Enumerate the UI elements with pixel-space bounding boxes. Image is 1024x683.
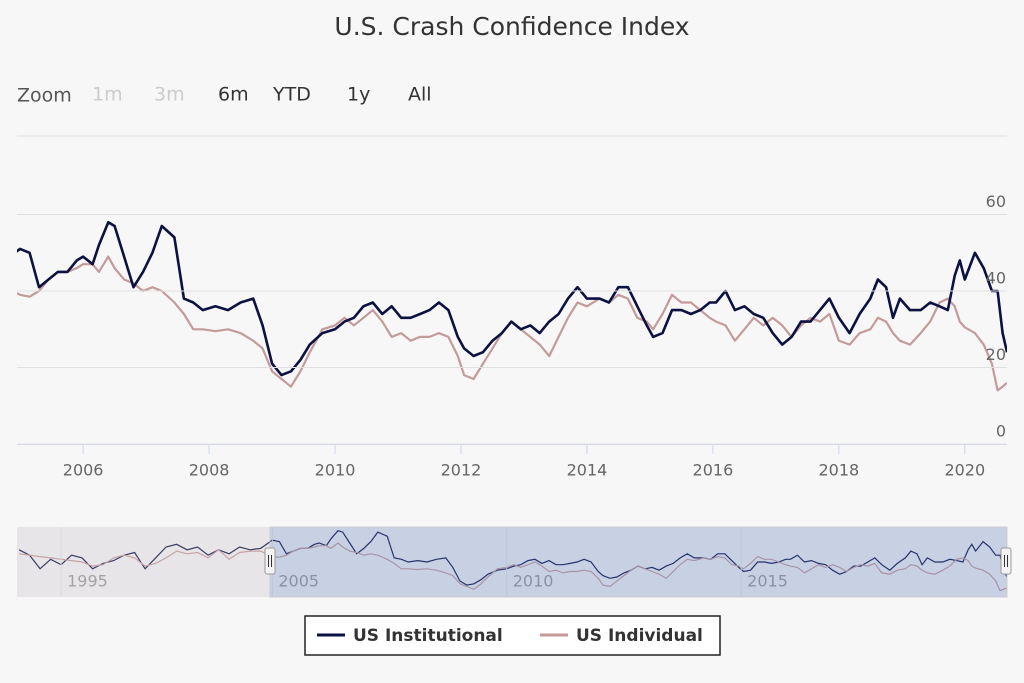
legend-label[interactable]: US Institutional	[353, 626, 503, 646]
series-line	[17, 220, 1007, 377]
y-tick-label: 20	[986, 345, 1006, 364]
x-tick-label: 2016	[693, 461, 734, 480]
zoom-button-label[interactable]: 1y	[347, 84, 370, 106]
chart-title: U.S. Crash Confidence Index	[334, 12, 689, 41]
y-tick-label: 40	[986, 269, 1006, 288]
x-tick-label: 2008	[189, 461, 230, 480]
x-tick-label: 2006	[63, 461, 104, 480]
zoom-button-label[interactable]: 6m	[218, 84, 249, 106]
zoom-button	[84, 78, 128, 110]
navigator-tick-label: 1995	[67, 572, 108, 591]
x-tick-label: 2010	[315, 461, 356, 480]
navigator-tick-label: 2005	[278, 572, 319, 591]
navigator-line	[19, 542, 1007, 592]
zoom-label: Zoom	[17, 85, 72, 107]
navigator-selection[interactable]	[269, 526, 1008, 598]
navigator-tick-label: 2010	[513, 572, 554, 591]
navigator-handle[interactable]	[264, 547, 276, 575]
zoom-button[interactable]	[265, 78, 321, 110]
navigator-line	[18, 530, 1007, 586]
x-tick-label: 2020	[944, 461, 985, 480]
x-tick-label: 2014	[567, 461, 608, 480]
navigator-outside-mask	[17, 527, 270, 597]
x-tick-label: 2012	[441, 461, 482, 480]
zoom-button[interactable]	[400, 78, 444, 110]
legend	[304, 615, 721, 656]
y-tick-label: 0	[996, 422, 1006, 441]
zoom-button-label: 3m	[154, 84, 185, 106]
navigator-tick-label: 2015	[747, 572, 788, 591]
navigator	[18, 530, 1007, 592]
legend-label[interactable]: US Individual	[576, 626, 703, 646]
series-line	[17, 255, 1007, 392]
x-tick-label: 2018	[818, 461, 859, 480]
plot-area	[17, 220, 1007, 392]
y-tick-label: 60	[986, 192, 1006, 211]
zoom-button-label: 1m	[92, 84, 123, 106]
zoom-button[interactable]	[339, 78, 383, 110]
navigator-background	[17, 527, 1007, 597]
zoom-button	[146, 78, 190, 110]
zoom-button[interactable]	[210, 78, 254, 110]
zoom-button-label[interactable]: YTD	[272, 84, 311, 106]
zoom-button-label[interactable]: All	[408, 84, 432, 106]
navigator-handle[interactable]	[1000, 547, 1012, 575]
